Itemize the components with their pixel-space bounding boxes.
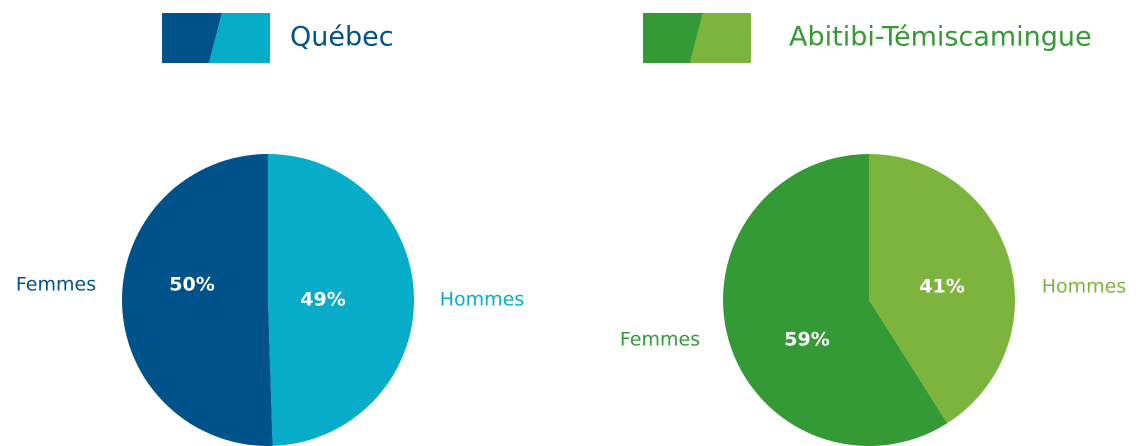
value-label: 41%: [919, 276, 964, 298]
value-label: 59%: [784, 329, 829, 351]
legend-swatch: [690, 13, 751, 63]
value-label: 50%: [169, 274, 214, 296]
pie-slice: [869, 154, 1016, 424]
value-label: 49%: [300, 289, 345, 311]
pie-slice: [723, 154, 948, 446]
slice-label: Femmes: [620, 329, 700, 351]
legend-swatch: [643, 13, 703, 63]
pie-slice: [121, 154, 273, 446]
chart-title: Abitibi-Témiscamingue: [789, 22, 1092, 53]
slice-label: Femmes: [16, 274, 96, 296]
legend-swatch: [209, 13, 270, 63]
chart-title: Québec: [290, 22, 394, 53]
pie-slice: [268, 154, 414, 446]
slice-label: Hommes: [1042, 276, 1127, 298]
legend-swatch: [162, 13, 222, 63]
slice-label: Hommes: [440, 289, 525, 311]
